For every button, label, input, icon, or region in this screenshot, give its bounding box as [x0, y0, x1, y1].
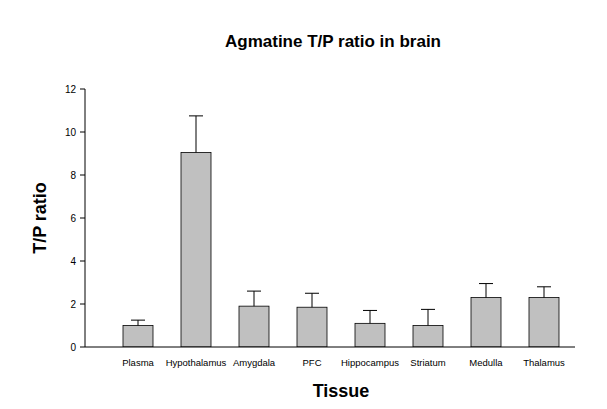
error-cap: [421, 309, 435, 310]
x-tick-label: Hippocampus: [341, 357, 399, 368]
bar: [355, 323, 385, 347]
error-cap: [537, 286, 551, 287]
error-bar: [247, 291, 261, 306]
error-cap: [189, 115, 203, 116]
error-bar: [363, 310, 377, 323]
error-line: [254, 291, 255, 306]
error-line: [138, 320, 139, 325]
error-line: [370, 310, 371, 323]
y-tick-label: 0: [70, 342, 76, 353]
y-tick: [80, 261, 85, 262]
error-bar: [189, 116, 203, 153]
y-tick: [80, 218, 85, 219]
y-tick-label: 8: [70, 170, 76, 181]
bar: [239, 306, 269, 347]
error-line: [196, 116, 197, 153]
bar: [471, 298, 501, 347]
bars-group: [123, 116, 559, 347]
y-axis-label: T/P ratio: [30, 182, 50, 254]
x-tick-label: Striatum: [410, 357, 445, 368]
error-line: [486, 284, 487, 298]
y-tick: [80, 347, 85, 348]
bar: [123, 326, 153, 348]
x-axis-line: [85, 347, 575, 348]
y-tick-label: 2: [70, 299, 76, 310]
error-bar: [479, 284, 493, 298]
x-tick-label: Thalamus: [523, 357, 565, 368]
bar: [413, 326, 443, 348]
error-cap: [131, 320, 145, 321]
x-tick-label: Hypothalamus: [166, 357, 227, 368]
error-cap: [479, 283, 493, 284]
x-tick-label: Plasma: [122, 357, 154, 368]
chart-title: Agmatine T/P ratio in brain: [225, 32, 441, 51]
error-line: [544, 287, 545, 298]
bar: [529, 298, 559, 347]
x-tick-label: PFC: [303, 357, 322, 368]
y-tick-label: 4: [70, 256, 76, 267]
x-tick-label: Amygdala: [233, 357, 276, 368]
error-bar: [305, 293, 319, 307]
error-bar: [131, 320, 145, 325]
x-axis-label: Tissue: [313, 381, 370, 401]
page: {"chart_data": {"type": "bar", "title": …: [0, 0, 607, 409]
bar: [297, 307, 327, 347]
chart-svg: Agmatine T/P ratio in brain 0 2 4 6 8 10 12 Plas…: [0, 0, 607, 409]
error-cap: [363, 310, 377, 311]
error-line: [312, 293, 313, 307]
error-cap: [247, 291, 261, 292]
y-tick: [80, 175, 85, 176]
bar: [181, 152, 211, 347]
y-tick: [80, 89, 85, 90]
x-tick-label: Medulla: [469, 357, 503, 368]
y-tick-label: 6: [70, 213, 76, 224]
error-bar: [537, 287, 551, 298]
error-cap: [305, 293, 319, 294]
y-tick-label: 12: [65, 84, 77, 95]
y-tick-label: 10: [65, 127, 77, 138]
y-tick: [80, 132, 85, 133]
chart-container: Agmatine T/P ratio in brain 0 2 4 6 8 10 12 Plas…: [0, 0, 607, 409]
error-line: [428, 309, 429, 325]
y-tick: [80, 304, 85, 305]
error-bar: [421, 309, 435, 325]
